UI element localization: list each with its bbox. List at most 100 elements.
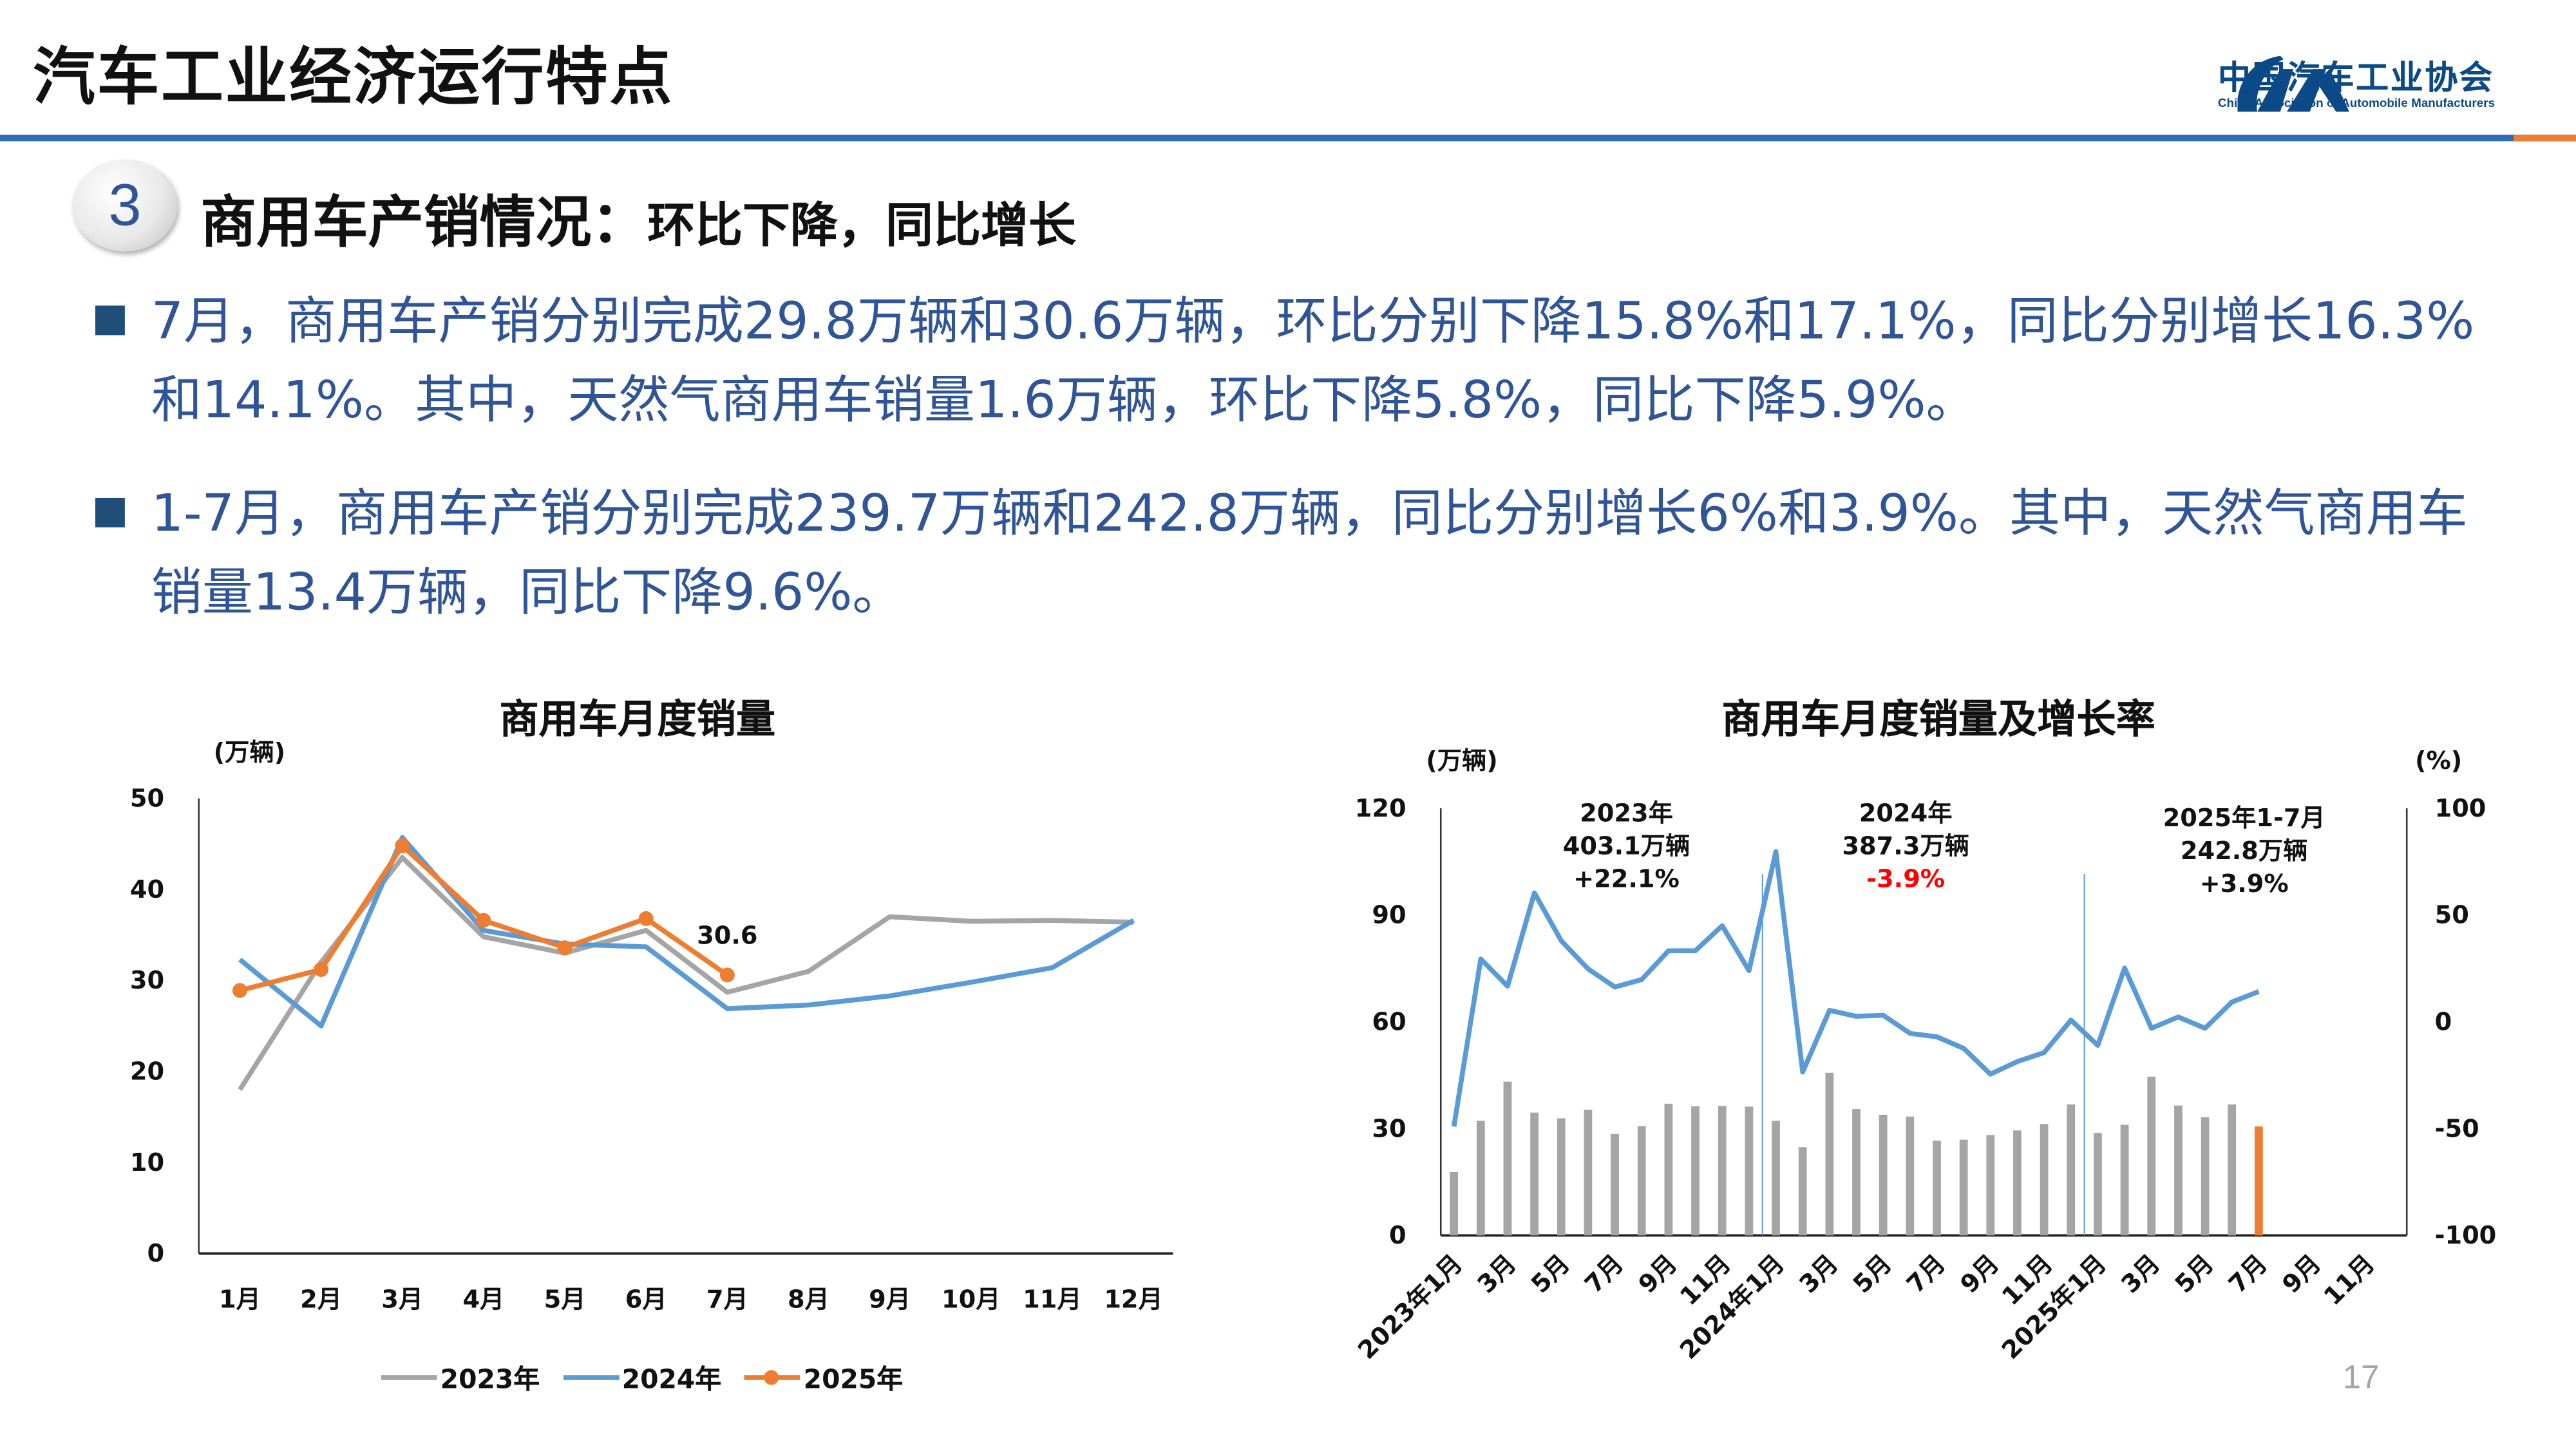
x-tick-label: 12月: [1104, 1285, 1162, 1314]
sales-bar: [2174, 1105, 2183, 1236]
right-chart-title: 商用车月度销量及增长率: [1721, 696, 2155, 743]
sales-bar: [1745, 1106, 1754, 1236]
legend-item-2024: 2024年: [562, 1357, 722, 1396]
sales-bar: [2040, 1124, 2049, 1236]
sales-bar: [1959, 1139, 1968, 1236]
sales-bar: [2067, 1104, 2076, 1236]
left-chart-title: 商用车月度销量: [499, 696, 776, 743]
left-y-tick-label: 30: [1372, 1114, 1406, 1143]
logo-text-en: China Association of Automobile Manufact…: [2217, 95, 2496, 110]
data-point: [395, 838, 410, 853]
section-heading: 商用车产销情况：环比下降，同比增长: [200, 178, 1076, 258]
x-tick-label: 7月: [2223, 1249, 2273, 1300]
caam-logo-icon: [2237, 55, 2349, 112]
left-y-tick-label: 0: [1389, 1221, 1406, 1250]
y-tick-label: 20: [130, 1057, 164, 1086]
legend-line-2025: [744, 1369, 800, 1385]
bullet-text: 1-7月，商用车产销分别完成239.7万辆和242.8万辆，同比分别增长6%和3…: [151, 484, 2468, 623]
right-y-tick-label: 100: [2435, 794, 2486, 823]
sales-bar: [1798, 1147, 1807, 1236]
right-y-tick-label: -50: [2435, 1114, 2479, 1143]
left-axis-unit: (万辆): [1426, 746, 1497, 775]
left-y-tick-label: 120: [1355, 794, 1406, 823]
y-axis-unit: (万辆): [214, 738, 285, 767]
x-tick-label: 2月: [300, 1285, 342, 1314]
left-chart-legend: 2023年 2024年 2025年: [381, 1357, 903, 1396]
slide-title: 汽车工业经济运行特点: [33, 41, 674, 114]
x-tick-label: 2023年1月: [1352, 1249, 1468, 1365]
logo-text-cn: 中国汽车工业协会: [2217, 57, 2494, 97]
x-tick-label: 5月: [1526, 1249, 1576, 1300]
legend-label: 2025年: [803, 1363, 904, 1395]
x-tick-label: 7月: [1579, 1249, 1629, 1300]
y-tick-label: 50: [130, 784, 164, 813]
x-tick-label: 8月: [788, 1285, 829, 1314]
section-title: 商用车产销情况：: [200, 190, 648, 256]
right-y-tick-label: 0: [2435, 1007, 2452, 1036]
x-tick-label: 3月: [1794, 1249, 1844, 1300]
y-tick-label: 40: [130, 875, 164, 904]
data-point: [719, 967, 735, 983]
x-tick-label: 1月: [219, 1285, 261, 1314]
legend-marker: [764, 1369, 779, 1385]
sales-bar: [1718, 1106, 1727, 1236]
sales-bar: [2228, 1104, 2237, 1236]
x-tick-label: 3月: [381, 1285, 423, 1314]
legend-label: 2023年: [440, 1363, 540, 1395]
sales-bar: [1906, 1116, 1915, 1236]
legend-label: 2024年: [621, 1363, 722, 1395]
annotation-change: +22.1%: [1573, 865, 1680, 894]
x-tick-label: 4月: [462, 1285, 504, 1314]
sales-bar: [1691, 1106, 1700, 1236]
bullet-paragraph: 1-7月，商用车产销分别完成239.7万辆和242.8万辆，同比分别增长6%和3…: [95, 475, 2510, 632]
x-tick-label: 11月: [2318, 1249, 2381, 1312]
x-tick-label: 9月: [869, 1285, 911, 1314]
y-tick-label: 30: [130, 966, 164, 995]
y-tick-label: 10: [130, 1148, 164, 1177]
header-divider: [0, 135, 2576, 142]
sales-bar: [1825, 1072, 1834, 1236]
data-label: 30.6: [697, 921, 757, 950]
sales-bar: [1664, 1103, 1673, 1236]
sales-bar: [2013, 1130, 2022, 1236]
data-point: [638, 911, 654, 926]
x-tick-label: 5月: [544, 1285, 586, 1314]
left-y-tick-label: 90: [1372, 901, 1406, 930]
sales-bar: [1933, 1141, 1941, 1236]
data-point: [557, 940, 573, 956]
right-y-tick-label: -100: [2435, 1221, 2497, 1250]
sales-bar: [1450, 1171, 1459, 1236]
sales-bar: [1476, 1121, 1485, 1236]
sales-bar: [1611, 1133, 1619, 1236]
y-tick-label: 0: [147, 1239, 164, 1268]
x-tick-label: 6月: [625, 1285, 667, 1314]
sales-bar: [1530, 1112, 1539, 1236]
data-point: [232, 983, 247, 998]
bullet-paragraph: 7月，商用车产销分别完成29.8万辆和30.6万辆，环比分别下降15.8%和17…: [95, 283, 2510, 440]
x-tick-label: 3月: [1472, 1249, 1522, 1300]
sales-bar: [1986, 1135, 1995, 1236]
sales-bar: [2120, 1124, 2129, 1236]
x-tick-label: 3月: [2116, 1249, 2166, 1300]
header-divider-accent: [2514, 135, 2576, 142]
bullet-text: 7月，商用车产销分别完成29.8万辆和30.6万辆，环比分别下降15.8%和17…: [151, 292, 2475, 431]
annotation-year: 2024年: [1859, 799, 1953, 828]
sales-bar: [2201, 1117, 2210, 1236]
sales-bar: [2147, 1076, 2156, 1236]
legend-item-2025: 2025年: [744, 1357, 903, 1396]
x-tick-label: 5月: [2170, 1249, 2220, 1300]
annotation-change: +3.9%: [2200, 869, 2289, 898]
left-y-tick-label: 60: [1372, 1007, 1406, 1036]
sales-bar: [1852, 1109, 1861, 1236]
annotation-change: -3.9%: [1866, 865, 1945, 894]
bullet-square-icon: [95, 305, 125, 336]
page-number: 17: [2342, 1360, 2380, 1397]
x-tick-label: 7月: [706, 1285, 748, 1314]
annotation-year: 2025年1-7月: [2163, 804, 2325, 833]
section-subtitle: 环比下降，同比增长: [647, 197, 1076, 253]
section-number-badge: 3: [72, 159, 178, 252]
x-tick-label: 11月: [1023, 1285, 1081, 1314]
